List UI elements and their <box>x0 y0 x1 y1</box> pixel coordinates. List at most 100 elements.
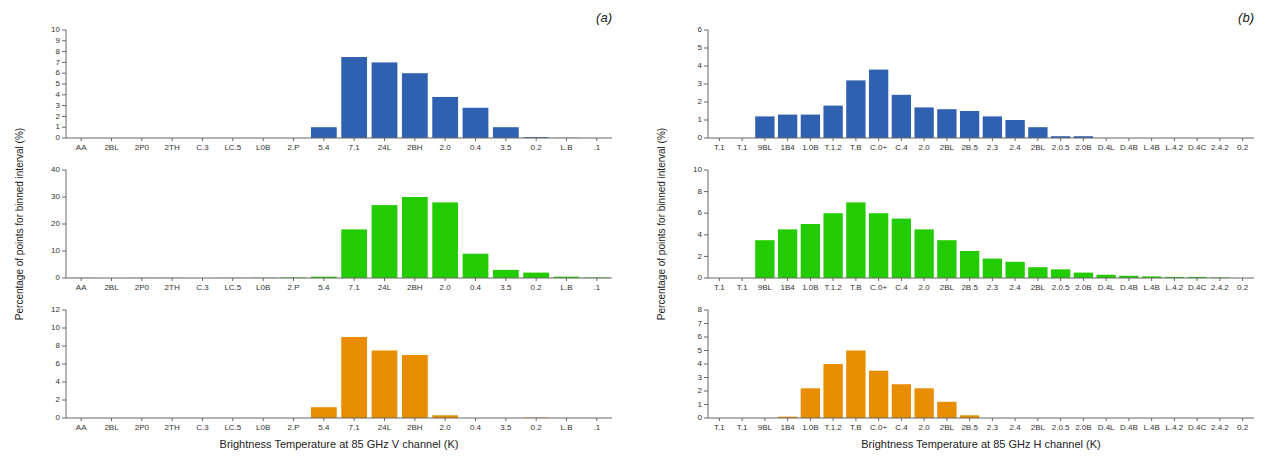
bar <box>1005 120 1024 138</box>
bars <box>755 70 1093 138</box>
x-tick: 2P0 <box>135 418 150 432</box>
x-tick-label: L.4B <box>1143 143 1159 152</box>
x-tick: 2B.5 <box>961 138 978 152</box>
x-label: Brightness Temperature at 85 GHz V chann… <box>220 438 459 450</box>
x-tick-label: L.B <box>560 283 572 292</box>
x-tick: 24L <box>378 138 392 152</box>
x-tick-label: .1 <box>593 283 600 292</box>
bar <box>341 57 367 138</box>
x-tick-label: 2BL <box>104 143 119 152</box>
y-tick-mark <box>704 391 708 392</box>
x-tick-label: T.B <box>850 143 862 152</box>
y-tick: 4 <box>698 61 708 70</box>
y-tick-mark <box>704 213 708 214</box>
x-tick-label: 1B4 <box>781 283 796 292</box>
y-tick-label: 1 <box>56 122 61 131</box>
y-tick: 30 <box>51 192 66 201</box>
y-tick: 3 <box>56 101 66 110</box>
x-tick: D.4L <box>1098 278 1115 292</box>
x-tick-label: 2.3 <box>987 143 999 152</box>
x-tick-label: LC.5 <box>224 143 241 152</box>
bar <box>1028 127 1047 138</box>
x-tick: 2.3 <box>987 278 999 292</box>
x-tick: 7.1 <box>349 138 361 152</box>
x-tick: C.0+ <box>870 278 887 292</box>
x-tick: 3.5 <box>500 418 512 432</box>
y-tick: 1 <box>698 400 708 409</box>
y-tick-mark <box>704 66 708 67</box>
bar <box>846 80 865 138</box>
x-tick-label: 2BH <box>407 143 423 152</box>
bar <box>402 355 428 418</box>
x-tick: 2BL <box>940 418 955 432</box>
bar <box>892 95 911 138</box>
x-tick-label: 2BH <box>407 283 423 292</box>
y-tick: 2 <box>698 386 708 395</box>
x-tick: D.4C <box>1188 278 1206 292</box>
x-tick-label: 2BL <box>940 423 955 432</box>
y-tick-mark <box>704 234 708 235</box>
x-tick-label: 7.1 <box>349 143 361 152</box>
y-tick: 4 <box>56 377 66 386</box>
bar <box>937 240 956 278</box>
y-tick-mark <box>704 84 708 85</box>
y-tick-label: 8 <box>56 341 61 350</box>
x-tick-label: D.4L <box>1098 423 1115 432</box>
x-tick-label: AA <box>76 423 87 432</box>
x-tick: L.4B <box>1143 278 1159 292</box>
bar <box>983 116 1002 138</box>
x-tick-label: 2.0B <box>1075 143 1091 152</box>
x-tick: AA <box>76 278 87 292</box>
x-tick: 2.4 <box>1010 278 1022 292</box>
x-tick-label: D.4C <box>1188 423 1206 432</box>
x-tick-label: 2.4 <box>1010 143 1022 152</box>
y-tick-mark <box>704 120 708 121</box>
y-tick-label: 9 <box>56 36 61 45</box>
x-tick-label: 2BL <box>1031 423 1046 432</box>
y-tick: 3 <box>698 373 708 382</box>
y-tick-label: 8 <box>698 187 703 196</box>
panel: 010203040AA2BL2P02THC.3LC.5L0B2.P5.47.12… <box>14 128 612 320</box>
y-tick: 0 <box>698 273 708 282</box>
x-tick-label: 2.4.2 <box>1211 423 1229 432</box>
x-tick: 1.0B <box>802 138 818 152</box>
x-tick-label: T.1.2 <box>824 143 842 152</box>
x-tick-label: 2P0 <box>135 423 150 432</box>
x-tick-label: L0B <box>256 283 270 292</box>
x-tick-label: 2.0.5 <box>1052 283 1070 292</box>
x-tick-label: 3.5 <box>500 423 512 432</box>
bar <box>778 115 797 138</box>
x-tick-label: 2BL <box>104 283 119 292</box>
x-tick-label: 2BH <box>407 423 423 432</box>
y-tick-label: 2 <box>56 112 61 121</box>
x-tick-label: 2.3 <box>987 423 999 432</box>
y-tick: 9 <box>56 36 66 45</box>
y-tick-label: 8 <box>56 47 61 56</box>
bars <box>311 337 549 418</box>
y-tick: 20 <box>51 219 66 228</box>
x-tick-label: 2TH <box>165 283 180 292</box>
x-tick-label: 2.4 <box>1010 283 1022 292</box>
x-tick: L.B <box>560 418 572 432</box>
x-tick-label: .1 <box>593 423 600 432</box>
y-tick-label: 20 <box>51 219 60 228</box>
x-tick: 2B.5 <box>961 278 978 292</box>
y-tick-label: 6 <box>56 359 61 368</box>
x-tick-label: D.4B <box>1120 283 1138 292</box>
y-tick-label: 4 <box>698 61 703 70</box>
bar <box>960 251 979 278</box>
x-tick: L.B <box>560 278 572 292</box>
x-tick: T.1 <box>714 418 725 432</box>
y-tick: 5 <box>56 79 66 88</box>
x-tick: 2BH <box>407 138 423 152</box>
x-tick: 2BL <box>104 418 119 432</box>
y-axis <box>708 30 709 138</box>
y-tick-mark <box>704 278 708 279</box>
x-tick: L0B <box>256 138 270 152</box>
x-tick-label: 2.4.2 <box>1211 143 1229 152</box>
x-tick: D.4B <box>1120 278 1138 292</box>
x-tick: T.1.2 <box>824 278 842 292</box>
y-tick: 5 <box>698 346 708 355</box>
x-tick: C.0+ <box>870 138 887 152</box>
x-tick-label: L.4B <box>1143 423 1159 432</box>
